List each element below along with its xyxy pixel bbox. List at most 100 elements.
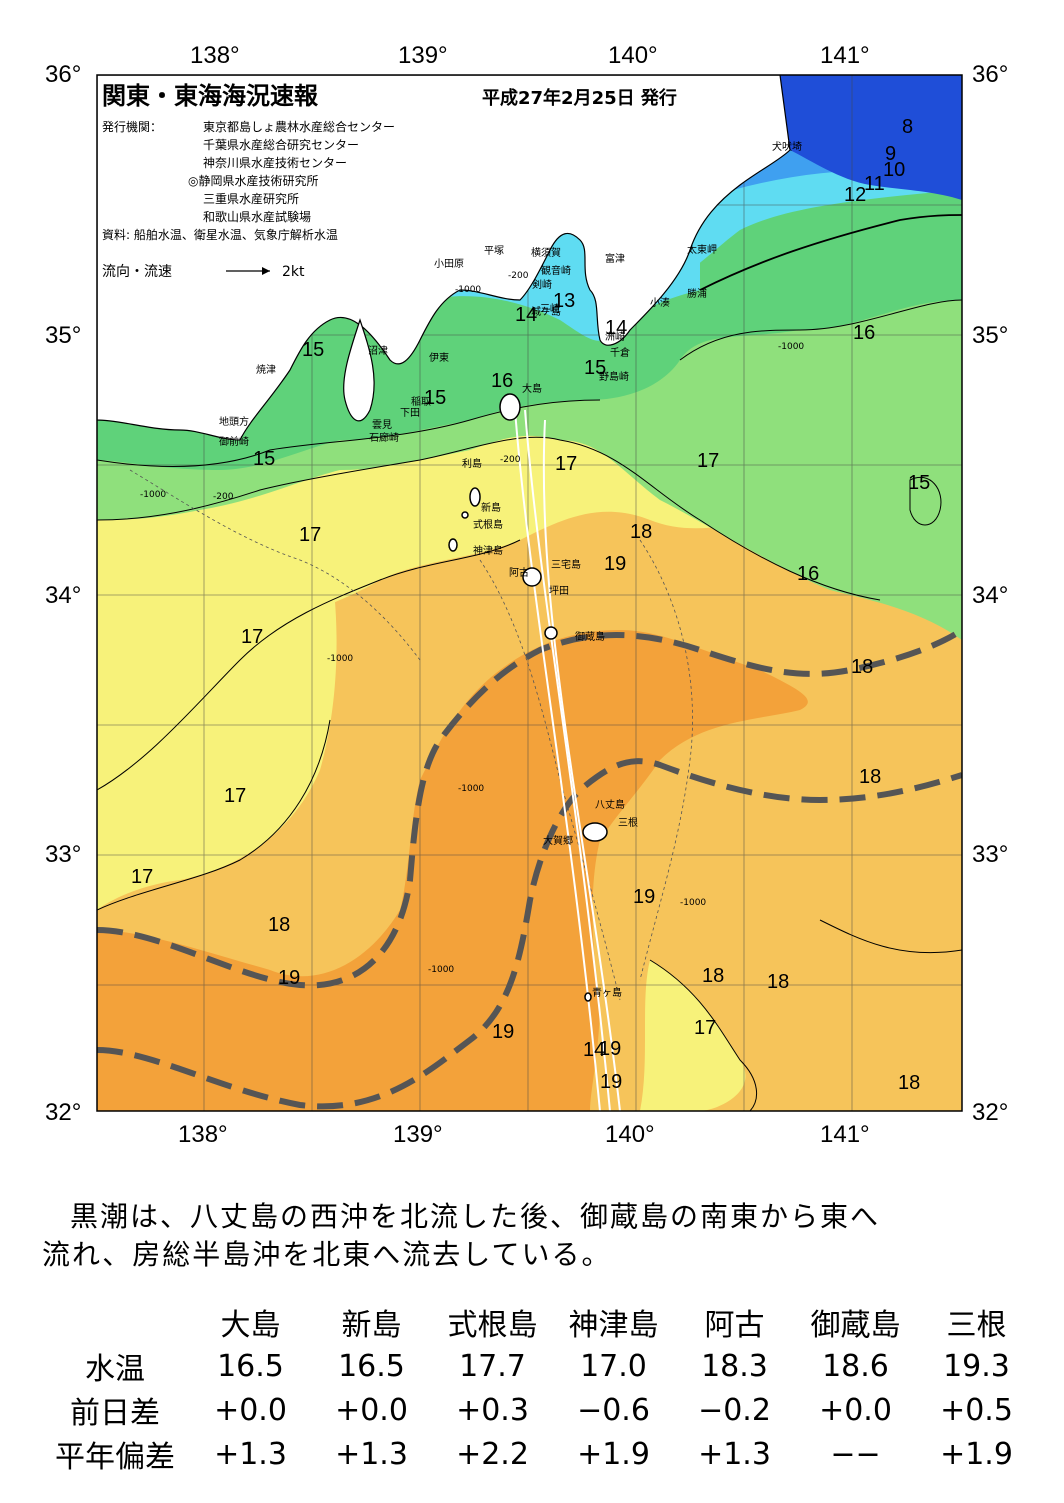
station-name: 新島 bbox=[341, 1308, 402, 1343]
station-name: 御蔵島 bbox=[810, 1308, 901, 1343]
row-header-empty bbox=[40, 1300, 190, 1344]
place-label: 地頭方 bbox=[219, 415, 249, 428]
sea-17-zone-south bbox=[640, 960, 746, 1111]
place-label: 観音崎 bbox=[541, 264, 571, 277]
summary-line: 流れ、房総半島沖を北東へ流去している。 bbox=[42, 1238, 612, 1271]
sea-8-10-zone bbox=[780, 75, 962, 200]
place-label: 勝浦 bbox=[687, 287, 707, 300]
table-cell: 16.5 bbox=[217, 1348, 284, 1384]
lon-label: 139° bbox=[398, 42, 448, 69]
isotherm-label: 16 bbox=[853, 322, 875, 344]
lat-label: 33° bbox=[45, 841, 81, 868]
day-diff-row: 前日差 +0.0 +0.0 +0.3 −0.6 −0.2 +0.0 +0.5 bbox=[40, 1388, 1037, 1432]
station-name: 阿古 bbox=[704, 1308, 765, 1343]
row-label: 平年偏差 bbox=[55, 1440, 175, 1475]
place-label: 雲見 bbox=[372, 419, 392, 431]
sea-17-zone-west bbox=[97, 560, 337, 910]
row-label: 前日差 bbox=[70, 1396, 160, 1431]
table-cell: 19.3 bbox=[943, 1348, 1010, 1384]
table-cell: +0.0 bbox=[819, 1392, 892, 1428]
publisher-list: 東京都島しょ農林水産総合センター 千葉県水産総合研究センター 神奈川県水産技術セ… bbox=[188, 119, 395, 224]
row-label: 水温 bbox=[85, 1352, 145, 1387]
table-cell: 18.3 bbox=[701, 1348, 768, 1384]
place-label: 沼津 bbox=[368, 344, 388, 357]
lat-label: 34° bbox=[45, 582, 81, 609]
table-cell: 18.6 bbox=[822, 1348, 889, 1384]
isotherm-label: 14 bbox=[515, 304, 537, 326]
place-names: 犬吠埼 太東岬 勝浦 小湊 富津 観音崎 剣崎 城ケ島 横須賀 平塚 小田原 三… bbox=[219, 140, 802, 999]
isotherm-labels: 8 9 10 11 12 13 14 14 14 15 15 15 15 15 … bbox=[131, 116, 930, 1094]
table-cell: +1.9 bbox=[940, 1436, 1013, 1472]
lon-label: 141° bbox=[820, 1121, 870, 1148]
place-label: 石廊崎 bbox=[369, 431, 399, 444]
depth-label: -1000 bbox=[327, 654, 353, 664]
place-label: 犬吠埼 bbox=[772, 140, 802, 153]
depth-labels: -200 -1000 -1000 -200 -1000 -200 -1000 -… bbox=[140, 271, 804, 975]
publisher-label: 発行機関： bbox=[102, 119, 162, 134]
place-label: 青ヶ島 bbox=[592, 986, 622, 999]
isotherm-label: 18 bbox=[898, 1072, 920, 1094]
isotherm-label: 18 bbox=[851, 656, 873, 678]
depth-label: -1000 bbox=[680, 898, 706, 908]
depth-label: -1000 bbox=[778, 342, 804, 352]
place-label: 横須賀 bbox=[531, 246, 561, 259]
lat-label: 32° bbox=[972, 1099, 1008, 1126]
table-cell: +1.3 bbox=[698, 1436, 771, 1472]
depth-label: -200 bbox=[213, 492, 234, 502]
isotherm-label: 17 bbox=[131, 866, 153, 888]
issue-date: 平成27年2月25日 発行 bbox=[482, 87, 677, 109]
isotherm-label: 16 bbox=[797, 563, 819, 585]
place-label: 剣崎 bbox=[532, 278, 552, 291]
station-name: 三根 bbox=[946, 1308, 1007, 1343]
publisher: 神奈川県水産技術センター bbox=[203, 155, 347, 170]
lon-label: 139° bbox=[393, 1121, 443, 1148]
place-label: 神津島 bbox=[473, 544, 503, 557]
ship-tracks bbox=[514, 409, 621, 1111]
sea-temperature-map: 138° 139° 140° 141° 138° 139° 140° 141° … bbox=[45, 42, 1008, 1148]
lat-label: 33° bbox=[972, 841, 1008, 868]
isotherm-label: 16 bbox=[491, 370, 513, 392]
summary-line: 黒潮は、八丈島の西沖を北流した後、御蔵島の南東から東へ bbox=[70, 1200, 881, 1233]
place-label: 三根 bbox=[618, 816, 638, 829]
legend-label: 流向・流速 bbox=[102, 264, 172, 280]
lat-labels-right: 36° 35° 34° 33° 32° bbox=[972, 61, 1008, 1126]
place-label: 八丈島 bbox=[595, 798, 625, 811]
depth-label: -1000 bbox=[428, 965, 454, 975]
isotherm-label: 18 bbox=[859, 766, 881, 788]
isotherm-label: 11 bbox=[864, 173, 885, 195]
depth-label: -1000 bbox=[140, 490, 166, 500]
lon-label: 138° bbox=[190, 42, 240, 69]
publisher: 三重県水産研究所 bbox=[203, 191, 299, 206]
isotherm-label: 19 bbox=[599, 1038, 621, 1060]
lon-labels-top: 138° 139° 140° 141° bbox=[190, 42, 870, 69]
isotherm-label: 9 bbox=[885, 143, 896, 165]
station-table: 大島 新島 式根島 神津島 阿古 御蔵島 三根 水温 16.5 16.5 17.… bbox=[40, 1300, 1037, 1476]
islands bbox=[448, 393, 608, 1002]
place-label: 坪田 bbox=[549, 584, 569, 597]
publisher: 和歌山県水産試験場 bbox=[203, 209, 311, 224]
place-label: 三崎 bbox=[540, 302, 560, 315]
lon-label: 140° bbox=[608, 42, 658, 69]
isotherm-label: 8 bbox=[902, 116, 913, 138]
place-label: 洲崎 bbox=[605, 330, 625, 343]
legend-scale: 2kt bbox=[282, 264, 305, 280]
isotherm-label: 18 bbox=[268, 914, 290, 936]
sea-19-zone-edge bbox=[97, 930, 260, 1000]
place-label: 富津 bbox=[605, 252, 625, 265]
station-name: 神津島 bbox=[568, 1308, 659, 1343]
place-label: 御蔵島 bbox=[575, 630, 605, 643]
publisher: ◎静岡県水産技術研究所 bbox=[188, 173, 318, 188]
isotherm-label: 15 bbox=[302, 339, 324, 361]
isotherms bbox=[97, 214, 962, 1111]
place-label: 小湊 bbox=[650, 296, 670, 309]
isotherm-label: 19 bbox=[278, 967, 300, 989]
isotherm-label: 18 bbox=[630, 521, 652, 543]
isotherm-label: 15 bbox=[253, 448, 275, 470]
table-cell: +1.9 bbox=[577, 1436, 650, 1472]
isotherm-label: 10 bbox=[883, 159, 905, 181]
isotherm-label: 17 bbox=[241, 626, 263, 648]
kuroshio-axis bbox=[97, 627, 962, 1110]
isotherm-label: 19 bbox=[492, 1021, 514, 1043]
water-temp-row: 水温 16.5 16.5 17.7 17.0 18.3 18.6 19.3 bbox=[40, 1344, 1037, 1388]
place-label: 太東岬 bbox=[687, 243, 717, 256]
